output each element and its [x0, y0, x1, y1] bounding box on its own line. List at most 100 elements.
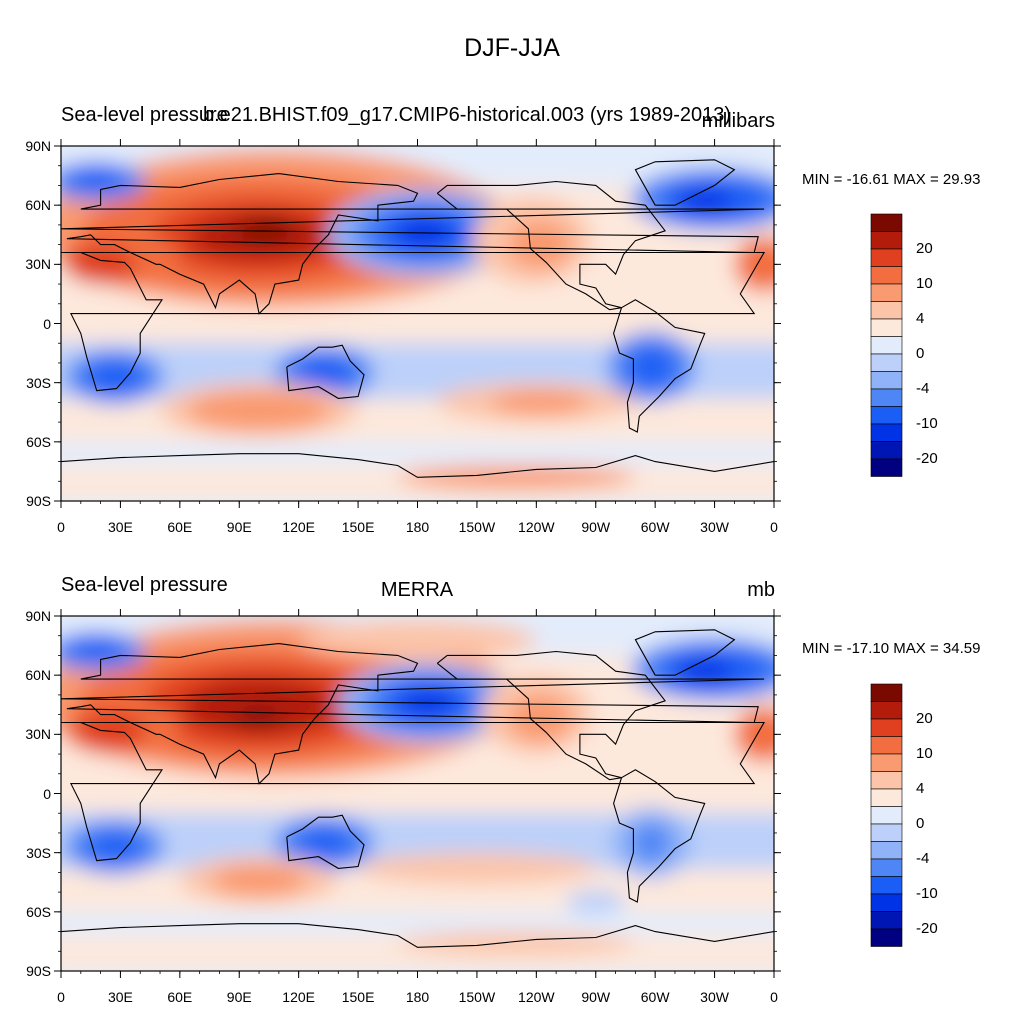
lat-label: 90N — [25, 608, 51, 624]
colorbar-swatch — [870, 911, 903, 930]
lon-label: 120E — [282, 519, 315, 535]
lon-label: 180 — [405, 989, 430, 1005]
colorbar-swatch — [870, 318, 903, 337]
colorbar-swatch — [870, 441, 903, 460]
colorbar-swatch — [870, 406, 903, 425]
lon-label: 0 — [770, 519, 778, 535]
colorbar-swatch — [870, 823, 903, 842]
colorbar-label: 0 — [916, 815, 925, 832]
colorbar-swatch — [870, 753, 903, 772]
lon-label: 60W — [640, 989, 670, 1005]
colorbar-label: -10 — [916, 415, 938, 432]
lat-label: 60N — [25, 197, 51, 214]
map-panel-2 — [61, 616, 774, 971]
lon-label: 60E — [167, 989, 193, 1005]
lat-label: 0 — [43, 785, 51, 802]
lon-label: 150W — [458, 989, 496, 1005]
colorbar-swatch — [870, 423, 903, 442]
lon-label: 60W — [640, 519, 670, 535]
map-panel-1 — [61, 146, 774, 501]
lon-label: 60E — [167, 519, 193, 535]
panel2-units: mb — [747, 579, 775, 601]
figure-title: DJF-JJA — [464, 34, 560, 62]
panel1-min-max: MIN = -16.61 MAX = 29.93 — [802, 171, 981, 188]
lon-label: 0 — [770, 989, 778, 1005]
colorbar-swatch — [870, 876, 903, 895]
lon-label: 0 — [57, 519, 65, 535]
panel2-center-title: MERRA — [380, 579, 454, 601]
coastlines-2 — [61, 629, 774, 948]
colorbar-label: -20 — [916, 920, 938, 937]
colorbar-label: 20 — [916, 240, 933, 257]
colorbar-label: -4 — [916, 380, 930, 397]
colorbar-swatch — [870, 283, 903, 302]
colorbar-swatch — [870, 458, 903, 477]
lat-label: 90N — [25, 138, 51, 154]
coastlines-1 — [61, 159, 774, 478]
lat-label: 0 — [43, 315, 51, 332]
colorbar-swatch — [870, 788, 903, 807]
colorbar-swatch — [870, 213, 903, 232]
colorbar-swatch — [870, 928, 903, 947]
lon-label: 30W — [700, 989, 729, 1005]
colorbar-swatch — [870, 841, 903, 860]
lon-label: 90W — [581, 989, 611, 1005]
panel1-units: millibars — [701, 110, 775, 132]
lon-label: 0 — [57, 989, 65, 1005]
lon-label: 120W — [518, 519, 555, 535]
colorbar-swatch — [870, 893, 903, 912]
lon-label: 30E — [107, 519, 133, 535]
colorbar-swatch — [870, 806, 903, 825]
colorbar-swatch — [870, 231, 903, 250]
lat-label: 60S — [26, 903, 51, 920]
lat-label: 30N — [25, 726, 51, 743]
lon-label: 120E — [282, 989, 315, 1005]
colorbar-swatch — [870, 858, 903, 877]
colorbar-swatch — [870, 771, 903, 790]
lat-label: 30S — [26, 844, 51, 861]
lon-label: 30E — [107, 989, 133, 1005]
lon-label: 30W — [700, 519, 729, 535]
colorbar-swatch — [870, 736, 903, 755]
lat-label: 30S — [26, 374, 51, 391]
lon-label: 90E — [226, 519, 252, 535]
colorbar-swatch — [870, 336, 903, 355]
lon-label: 120W — [518, 989, 555, 1005]
lon-label: 150E — [341, 989, 375, 1005]
colorbar-label: -20 — [916, 450, 938, 467]
lon-label: 180 — [405, 519, 430, 535]
panel1-center-title: b.e21.BHIST.f09_g17.CMIP6-historical.003… — [202, 104, 732, 126]
colorbar-swatch — [870, 301, 903, 320]
lat-label: 60N — [25, 667, 51, 684]
lat-label: 90S — [26, 493, 51, 509]
colorbar-swatch — [870, 388, 903, 407]
colorbar-swatch — [870, 248, 903, 267]
colorbar-label: 0 — [916, 345, 925, 362]
colorbar-swatch — [870, 701, 903, 720]
colorbar-label: 20 — [916, 710, 933, 727]
colorbar-1 — [870, 213, 903, 477]
colorbar-swatch — [870, 718, 903, 737]
colorbar-swatch — [870, 683, 903, 702]
lat-label: 60S — [26, 433, 51, 450]
colorbar-swatch — [870, 266, 903, 285]
colorbar-label: 10 — [916, 745, 933, 762]
colorbar-label: -10 — [916, 885, 938, 902]
panel2-left-title: Sea-level pressure — [61, 574, 228, 596]
colorbar-2 — [870, 683, 903, 947]
lon-label: 90W — [581, 519, 611, 535]
lat-label: 30N — [25, 256, 51, 273]
colorbar-label: 10 — [916, 275, 933, 292]
colorbar-label: 4 — [916, 310, 925, 327]
panel2-min-max: MIN = -17.10 MAX = 34.59 — [802, 640, 981, 657]
lon-label: 90E — [226, 989, 252, 1005]
lon-label: 150W — [458, 519, 496, 535]
colorbar-swatch — [870, 353, 903, 372]
lon-label: 150E — [341, 519, 375, 535]
colorbar-label: -4 — [916, 850, 930, 867]
colorbar-swatch — [870, 371, 903, 390]
colorbar-label: 4 — [916, 780, 925, 797]
lat-label: 90S — [26, 963, 51, 979]
panel1-left-title: Sea-level pressure — [61, 104, 228, 126]
